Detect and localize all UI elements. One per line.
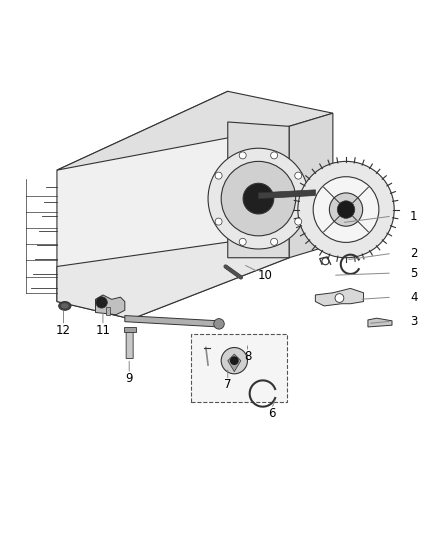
Circle shape xyxy=(313,177,379,243)
Polygon shape xyxy=(191,334,287,402)
Text: 3: 3 xyxy=(410,315,417,328)
Circle shape xyxy=(271,238,278,245)
Polygon shape xyxy=(228,122,289,258)
Circle shape xyxy=(337,201,355,219)
Circle shape xyxy=(239,238,246,245)
Polygon shape xyxy=(57,91,289,319)
Text: 7: 7 xyxy=(224,378,232,391)
Ellipse shape xyxy=(61,303,69,309)
Polygon shape xyxy=(57,91,333,170)
Circle shape xyxy=(239,152,246,159)
Polygon shape xyxy=(95,295,125,314)
Text: 11: 11 xyxy=(95,324,110,336)
Text: 9: 9 xyxy=(125,372,133,385)
Text: 2: 2 xyxy=(410,247,418,260)
Circle shape xyxy=(215,172,222,179)
Circle shape xyxy=(295,218,302,225)
Polygon shape xyxy=(258,190,315,199)
Circle shape xyxy=(230,356,239,365)
Circle shape xyxy=(298,161,394,258)
Polygon shape xyxy=(124,327,136,332)
Text: 8: 8 xyxy=(244,350,251,363)
Text: 12: 12 xyxy=(56,324,71,336)
Text: 10: 10 xyxy=(258,269,272,282)
Ellipse shape xyxy=(59,302,71,310)
Circle shape xyxy=(221,348,247,374)
Circle shape xyxy=(295,172,302,179)
Circle shape xyxy=(96,297,107,308)
Circle shape xyxy=(329,193,363,226)
Polygon shape xyxy=(289,113,333,258)
Circle shape xyxy=(214,319,224,329)
Polygon shape xyxy=(126,328,133,359)
Circle shape xyxy=(271,152,278,159)
Circle shape xyxy=(208,148,309,249)
Circle shape xyxy=(215,218,222,225)
Polygon shape xyxy=(228,354,241,372)
Polygon shape xyxy=(57,240,289,319)
Text: 5: 5 xyxy=(410,266,417,280)
Text: 6: 6 xyxy=(268,407,276,419)
Polygon shape xyxy=(368,318,392,327)
Text: 4: 4 xyxy=(410,290,418,304)
Circle shape xyxy=(243,183,274,214)
Polygon shape xyxy=(106,307,110,314)
Polygon shape xyxy=(315,288,364,306)
Circle shape xyxy=(221,161,296,236)
Polygon shape xyxy=(125,316,219,327)
Circle shape xyxy=(335,294,344,302)
Text: 1: 1 xyxy=(410,209,418,223)
